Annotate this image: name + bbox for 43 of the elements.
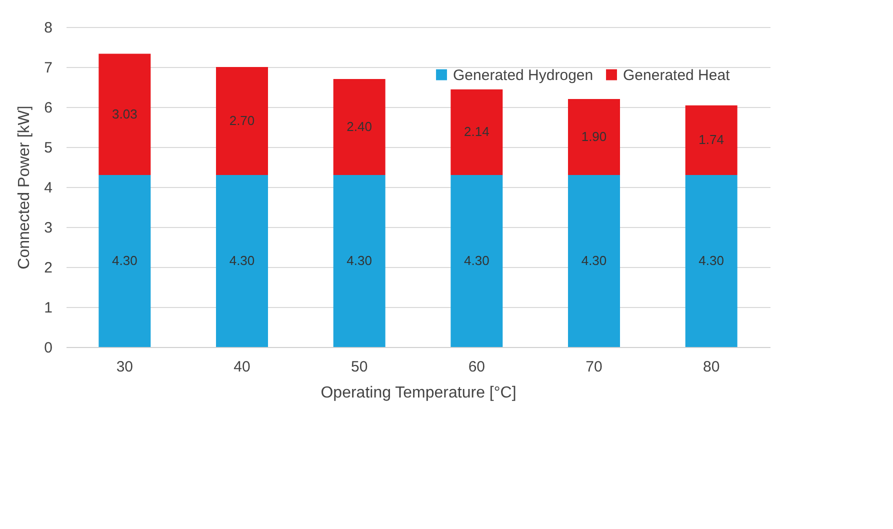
data-label: 4.30	[229, 253, 255, 268]
y-tick-label: 0	[44, 340, 52, 356]
data-label: 3.03	[112, 106, 138, 122]
bar	[450, 175, 503, 347]
y-axis-title: Connected Power [kW]	[16, 106, 34, 270]
y-tick-label: 6	[44, 100, 52, 116]
bar	[98, 175, 151, 347]
bar	[333, 175, 386, 347]
bar	[216, 175, 268, 347]
y-tick-label: 1	[44, 300, 52, 316]
data-label: 4.30	[464, 253, 490, 268]
data-label: 2.70	[229, 113, 255, 128]
data-label: 1.74	[698, 132, 724, 148]
y-tick-label: 5	[44, 140, 52, 156]
bar	[450, 89, 503, 175]
x-axis-title: Operating Temperature [°C]	[320, 384, 516, 402]
bar	[685, 175, 738, 347]
bar	[685, 105, 738, 175]
x-tick-label: 40	[234, 358, 250, 376]
data-label: 4.30	[346, 253, 372, 268]
data-label: 2.40	[346, 119, 372, 134]
data-label: 4.30	[581, 253, 607, 268]
x-tick-label: 30	[116, 358, 134, 376]
data-label: 4.30	[112, 253, 138, 268]
bar	[568, 175, 620, 347]
x-tick-label: 70	[586, 358, 602, 376]
y-tick-label: 3	[44, 220, 52, 236]
bar	[333, 79, 386, 175]
x-tick-label: 60	[468, 358, 486, 376]
y-tick-label: 4	[44, 180, 52, 196]
x-tick-label: 50	[350, 358, 368, 376]
data-label: 2.14	[464, 124, 490, 140]
bar	[216, 67, 268, 175]
data-label: 1.90	[581, 129, 607, 144]
y-tick-label: 2	[44, 260, 52, 276]
x-tick-label: 80	[702, 358, 720, 376]
bar	[98, 54, 151, 175]
y-tick-label: 7	[44, 60, 52, 76]
bar	[568, 99, 620, 175]
data-label: 4.30	[698, 253, 724, 268]
y-tick-label: 8	[44, 20, 52, 36]
legend-label: Generated Heat	[623, 66, 731, 84]
legend-label: Generated Hydrogen	[453, 66, 594, 84]
